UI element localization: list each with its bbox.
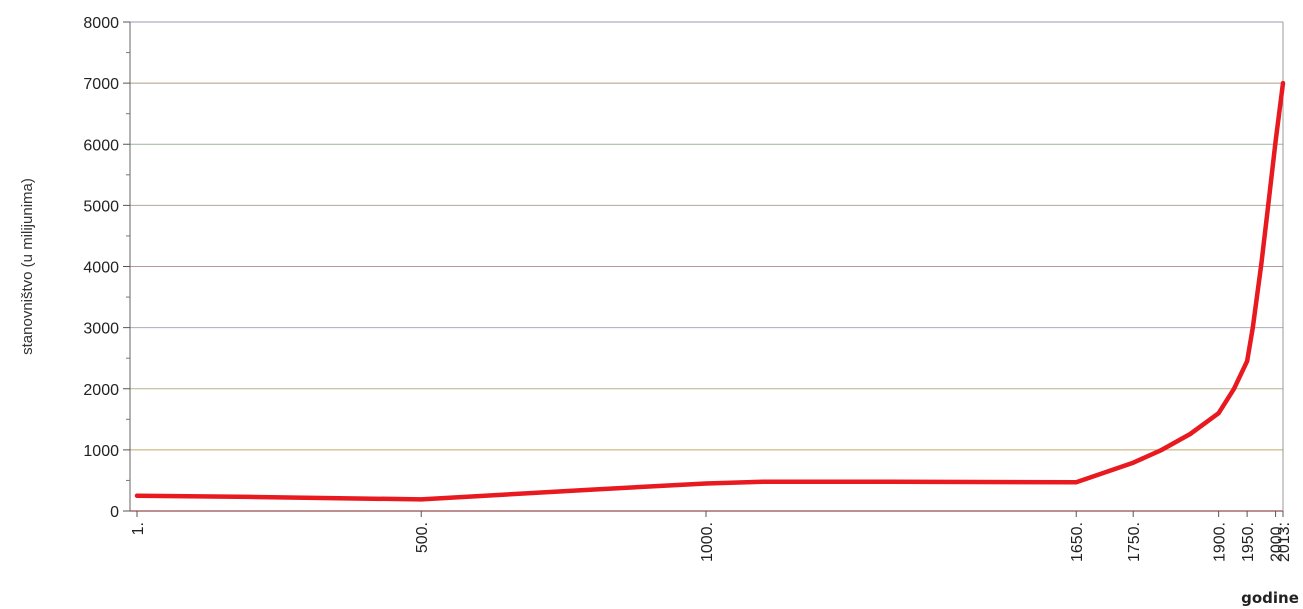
y-tick-label: 8000 (83, 15, 119, 32)
x-tick-label: 1. (130, 522, 147, 535)
data-point (1232, 386, 1237, 391)
data-point (419, 497, 424, 502)
y-tick-label: 4000 (83, 260, 119, 277)
x-tick-label: 2000. (1269, 522, 1286, 562)
y-tick-label: 6000 (83, 137, 119, 154)
data-point (248, 494, 253, 499)
data-point (1266, 203, 1271, 208)
data-point (135, 493, 139, 498)
x-tick-label: 1000. (699, 522, 716, 562)
data-point (1159, 447, 1164, 452)
data-point (1281, 81, 1285, 86)
data-point (590, 487, 595, 492)
x-tick-label: 1950. (1240, 522, 1257, 562)
data-point (1250, 325, 1255, 330)
grid-lines (129, 21, 1284, 512)
data-point (874, 479, 879, 484)
data-point (760, 479, 765, 484)
y-tick-label: 5000 (83, 198, 119, 215)
data-point (1131, 460, 1136, 465)
y-axis-title: stanovništvo (u milijunima) (19, 178, 36, 355)
data-point (1188, 431, 1193, 436)
data-point (1074, 480, 1079, 485)
data-point (1259, 261, 1264, 266)
y-tick-label: 0 (110, 504, 119, 521)
data-point (1216, 411, 1221, 416)
y-axis: 0 1000 2000 3000 4000 5000 6000 7000 8000 (83, 15, 130, 521)
x-axis-title: godine (1241, 589, 1299, 607)
x-tick-label: 1750. (1126, 522, 1143, 562)
x-axis: 1. 500. 1000. 1650. 1750. 1900. 1950. 2000.2013… (130, 511, 1293, 562)
data-point (1273, 139, 1278, 144)
y-tick-label: 3000 (83, 321, 119, 338)
x-tick-label: 500. (414, 522, 431, 553)
y-tick-label: 2000 (83, 382, 119, 399)
y-tick-label: 7000 (83, 76, 119, 93)
data-point (704, 481, 709, 486)
data-point (1245, 359, 1250, 364)
y-tick-label: 1000 (83, 443, 119, 460)
x-tick-label: 1900. (1212, 522, 1229, 562)
x-tick-label: 2013. (1276, 522, 1293, 562)
x-tick-label: 1650. (1069, 522, 1086, 562)
series-layer (134, 80, 1286, 502)
population-series-line (134, 80, 1286, 502)
